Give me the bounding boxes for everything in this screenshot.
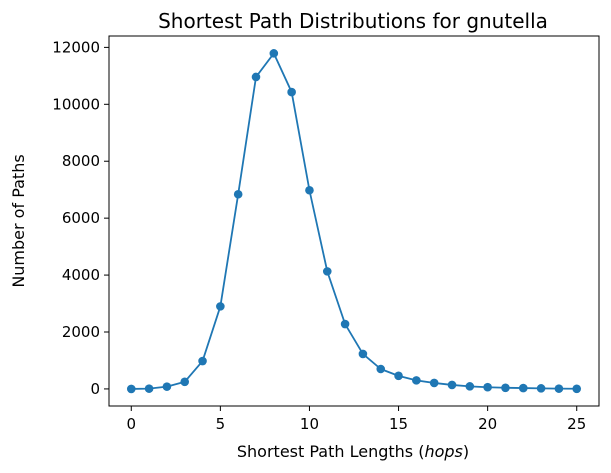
data-point xyxy=(554,384,564,393)
data-point xyxy=(126,384,136,394)
data-point xyxy=(501,383,510,393)
x-axis: 0 5 10 15 20 25 xyxy=(126,406,586,433)
x-axis-label-unit: hops xyxy=(424,442,462,461)
x-axis-label-close: ) xyxy=(463,442,469,461)
x-tick-label: 25 xyxy=(567,415,586,433)
data-point xyxy=(536,384,546,393)
x-tick-label: 0 xyxy=(126,415,136,433)
data-point xyxy=(162,382,172,391)
data-point xyxy=(269,49,279,58)
data-point xyxy=(518,383,528,393)
data-point xyxy=(251,72,261,82)
data-point xyxy=(376,364,386,374)
data-point xyxy=(572,384,582,394)
data-point xyxy=(412,376,421,385)
data-point xyxy=(465,382,475,391)
plot-frame xyxy=(108,35,600,407)
y-tick-label: 12000 xyxy=(52,38,100,56)
chart-title: Shortest Path Distributions for gnutella xyxy=(158,9,548,33)
data-point xyxy=(358,349,368,359)
data-point xyxy=(322,267,332,276)
data-point xyxy=(198,356,207,366)
x-tick-label: 20 xyxy=(478,415,497,433)
x-axis-label-main: Shortest Path Lengths ( xyxy=(237,442,425,461)
y-axis-label: Number of Paths xyxy=(9,154,28,287)
data-point xyxy=(394,371,403,381)
x-tick-label: 5 xyxy=(216,415,226,433)
data-point xyxy=(216,302,225,311)
y-tick-label: 10000 xyxy=(52,95,100,113)
data-point xyxy=(233,189,243,199)
data-point xyxy=(144,384,154,393)
y-tick-label: 6000 xyxy=(62,209,100,227)
x-axis-label: Shortest Path Lengths (hops) xyxy=(237,442,469,461)
x-tick-label: 10 xyxy=(300,415,319,433)
y-tick-label: 4000 xyxy=(62,266,100,284)
data-point xyxy=(340,319,350,329)
series-line xyxy=(131,51,577,390)
y-axis: 0 2000 4000 6000 8000 10000 12000 xyxy=(52,38,109,398)
data-point xyxy=(483,382,492,392)
data-point xyxy=(447,380,457,390)
data-point xyxy=(429,378,439,388)
y-tick-label: 8000 xyxy=(62,152,100,170)
data-point xyxy=(305,185,314,195)
y-tick-label: 0 xyxy=(90,380,100,398)
series-paths xyxy=(126,49,582,394)
x-tick-label: 15 xyxy=(389,415,408,433)
data-point xyxy=(287,87,296,97)
data-point xyxy=(180,377,190,387)
y-tick-label: 2000 xyxy=(62,323,100,341)
